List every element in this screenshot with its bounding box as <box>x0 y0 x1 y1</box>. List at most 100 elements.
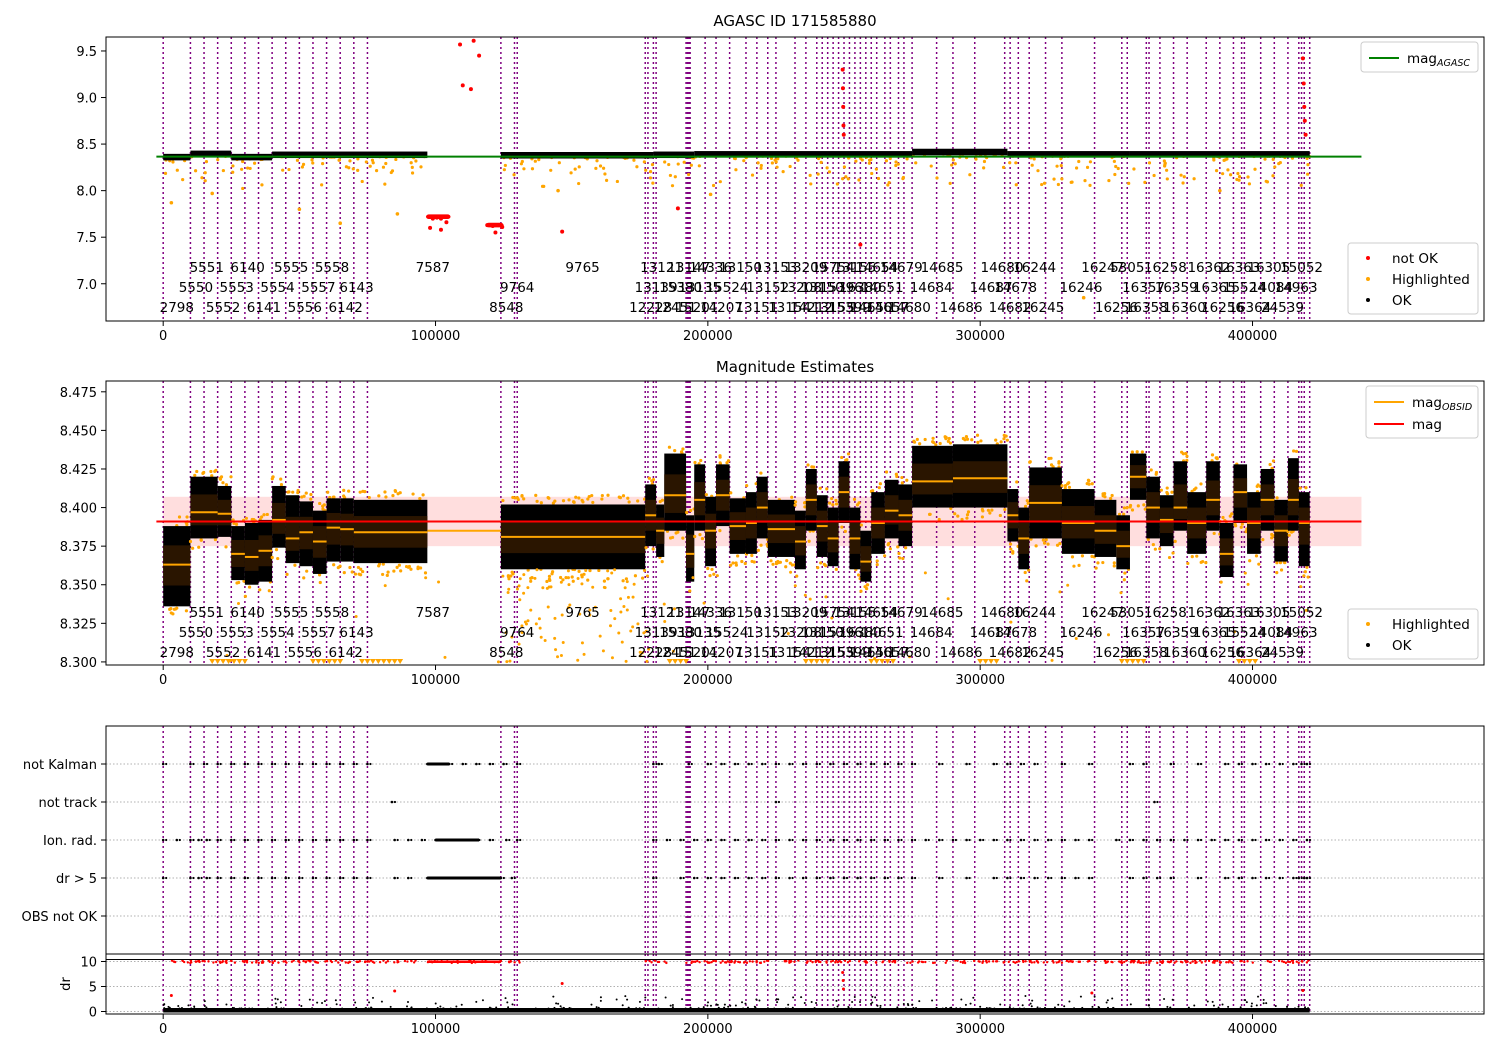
ok-points-band <box>1007 151 1130 158</box>
obsid-label: 14084 <box>1250 280 1293 296</box>
highlighted-point <box>210 191 215 196</box>
ok-points-band <box>1129 151 1310 158</box>
highlighted-point <box>870 171 874 176</box>
flag-point <box>774 800 778 804</box>
highlighted-point <box>361 569 365 574</box>
obsid-label: 16365 <box>1193 625 1236 641</box>
highlighted-point <box>310 158 314 162</box>
highlighted-point <box>213 537 218 542</box>
dr-point <box>1036 1006 1039 1009</box>
flag-point <box>1199 762 1203 766</box>
obsid-label: 14651 <box>861 625 904 641</box>
flag-point <box>1145 762 1148 766</box>
flag-point <box>1213 838 1216 842</box>
flag-point <box>777 762 781 766</box>
dr-point <box>1057 1003 1060 1006</box>
highlighted-point <box>625 580 629 584</box>
dr-point <box>766 1007 769 1010</box>
flag-point <box>1295 876 1298 880</box>
highlighted-point <box>501 574 505 578</box>
flag-point <box>505 838 508 842</box>
flag-point <box>679 838 682 842</box>
dr-not-ok-point <box>841 979 845 982</box>
flag-point <box>1237 876 1241 880</box>
flag-point <box>355 876 358 880</box>
out-of-range-marker <box>358 659 365 664</box>
highlighted-point <box>1195 554 1199 558</box>
dr-point <box>371 996 374 999</box>
x-tick-label: 100000 <box>411 673 461 688</box>
dr-point <box>972 996 975 999</box>
dr-point <box>1262 1002 1265 1005</box>
ok-points-core <box>1206 480 1220 516</box>
dr-not-ok-point <box>755 961 758 964</box>
highlighted-point <box>1060 484 1064 488</box>
obsid-label: 16247 <box>1081 605 1124 621</box>
obsid-label: 14336 <box>689 260 732 276</box>
not-ok-cluster <box>485 222 504 228</box>
out-of-range-marker <box>380 659 387 664</box>
dr-not-ok-point <box>1065 959 1069 963</box>
legend-point-swatch <box>1366 256 1370 260</box>
highlighted-point <box>1170 490 1174 494</box>
highlighted-point <box>1186 561 1190 566</box>
dr-point <box>1111 997 1114 1000</box>
flag-point <box>1251 876 1254 880</box>
dr-not-ok-point <box>393 961 396 964</box>
dr-not-ok-point <box>1015 960 1018 964</box>
obsid-label: 5305 <box>1110 605 1144 621</box>
obsid-label: 16357 <box>1122 625 1165 641</box>
highlighted-point <box>229 475 233 479</box>
dr-point <box>436 1007 439 1010</box>
dr-not-ok-point <box>1282 960 1286 964</box>
highlighted-point <box>391 494 395 498</box>
highlighted-point <box>553 636 557 640</box>
highlighted-point <box>824 595 828 599</box>
obsid-label: 5550 <box>179 280 213 296</box>
dr-not-ok-point <box>348 960 351 964</box>
flag-point <box>233 762 236 766</box>
flag-point <box>510 876 514 880</box>
dr-not-ok-point <box>1291 959 1295 963</box>
flag-point <box>243 762 247 766</box>
highlighted-point <box>300 165 304 169</box>
highlighted-point <box>567 583 571 587</box>
flag-point <box>342 838 345 842</box>
flag-point <box>657 762 661 766</box>
legend-box <box>1347 608 1479 660</box>
dr-point <box>275 1006 278 1009</box>
highlighted-point <box>1112 561 1116 565</box>
flag-point <box>859 876 862 880</box>
y-tick-label: 8.350 <box>60 579 97 594</box>
dr-not-ok-point <box>1211 961 1215 964</box>
highlighted-point <box>938 441 942 446</box>
highlighted-point <box>203 171 207 175</box>
highlighted-point <box>632 158 636 162</box>
highlighted-point <box>1052 177 1056 181</box>
highlighted-point <box>914 161 918 165</box>
flag-point <box>1223 762 1227 766</box>
ok-points-core <box>326 512 341 545</box>
highlighted-point <box>1283 561 1287 565</box>
flag-point <box>451 762 454 766</box>
dr-not-ok-point <box>356 960 359 964</box>
highlighted-point <box>1298 486 1302 490</box>
highlighted-point <box>381 572 385 577</box>
highlighted-point <box>559 575 563 580</box>
dr-point <box>368 1001 371 1004</box>
highlighted-point <box>844 175 848 179</box>
flag-point <box>845 762 849 766</box>
flag-point <box>992 876 996 880</box>
highlighted-point <box>623 586 627 590</box>
obsid-label: 9764 <box>500 280 534 296</box>
highlighted-point <box>1002 433 1006 437</box>
dr-point <box>595 1006 598 1009</box>
highlighted-point <box>520 494 524 498</box>
obsid-label: 5552 <box>206 645 240 661</box>
dr-not-ok-point <box>1017 960 1021 963</box>
out-of-range-marker <box>879 659 886 664</box>
highlighted-point <box>504 631 508 635</box>
flag-dense-run <box>427 876 501 880</box>
highlighted-point <box>884 470 889 474</box>
flag-point <box>1050 838 1053 842</box>
